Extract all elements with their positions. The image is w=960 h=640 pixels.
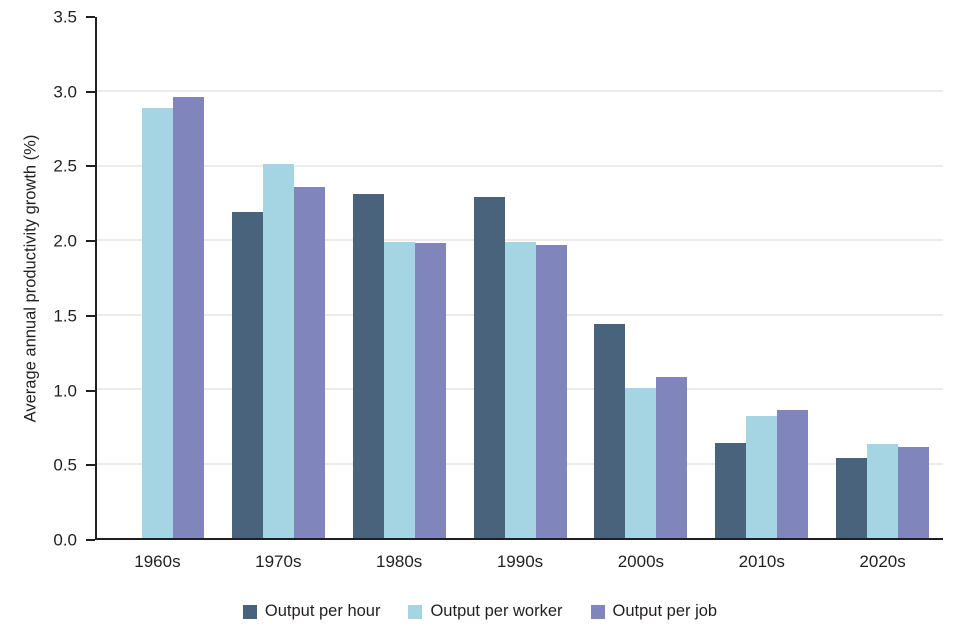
x-tick-label: 1970s: [255, 552, 302, 571]
x-tick-label: 1980s: [375, 552, 423, 571]
x-axis-labels: 1960s 1970s 1980s 1990s 2000s 2010s 2020s: [97, 552, 943, 572]
y-tick-mark: [86, 240, 95, 243]
bar-output-per-hour: [715, 442, 747, 538]
legend-label: Output per worker: [430, 602, 563, 620]
y-tick-mark: [86, 389, 95, 392]
gridline: [97, 165, 943, 167]
y-tick-label: 1.5: [53, 306, 77, 326]
bar-output-per-job: [535, 244, 567, 538]
legend-item: Output per job: [590, 602, 718, 621]
legend-swatch-icon: [242, 604, 257, 619]
bar-group-1970s: [218, 17, 339, 538]
y-axis: 0.0 0.5 1.0 1.5 2.0 2.5 3.0 3.5: [0, 9, 95, 549]
y-tick-mark: [86, 165, 95, 168]
x-tick-label: 1960s: [134, 552, 181, 571]
bar-group-2010s: [701, 17, 822, 538]
bar-group-1960s: [97, 17, 218, 538]
bar-groups: [97, 17, 943, 538]
bar-group-1980s: [339, 17, 460, 538]
y-tick-mark: [86, 16, 95, 18]
x-tick-label: 2020s: [859, 552, 906, 571]
y-tick-label: 2.5: [53, 156, 77, 176]
bar-output-per-worker: [383, 241, 415, 538]
bar-group-2000s: [580, 17, 701, 538]
bar-output-per-hour: [594, 323, 626, 538]
bar-output-per-hour: [231, 212, 263, 538]
y-tick-label: 1.0: [53, 381, 77, 401]
bar-output-per-hour: [473, 197, 505, 538]
y-tick-label: 3.5: [53, 7, 77, 27]
y-tick-label: 0.5: [53, 455, 77, 475]
legend-swatch-icon: [590, 604, 605, 619]
bar-output-per-job: [172, 97, 204, 538]
bar-output-per-worker: [746, 415, 778, 538]
x-tick-label: 2010s: [738, 552, 785, 571]
bar-group-2020s: [822, 17, 943, 538]
gridline: [97, 239, 943, 241]
gridline: [97, 90, 943, 92]
bar-output-per-worker: [625, 387, 657, 538]
x-tick-label: 2000s: [617, 552, 665, 571]
bar-output-per-hour: [352, 194, 384, 538]
plot-area: [95, 17, 943, 540]
bar-output-per-hour: [836, 457, 868, 538]
legend-item: Output per hour: [242, 602, 381, 621]
y-tick-label: 3.0: [53, 82, 77, 102]
legend-label: Output per hour: [264, 602, 381, 620]
legend-item: Output per worker: [408, 602, 563, 621]
bar-output-per-job: [898, 447, 930, 538]
bar-output-per-worker: [262, 164, 294, 538]
y-tick-label: 0.0: [53, 530, 77, 550]
y-tick-mark: [86, 314, 95, 317]
legend: Output per hour Output per worker Output p…: [0, 602, 960, 621]
legend-swatch-icon: [408, 604, 423, 619]
y-tick-mark: [86, 464, 95, 467]
legend-label: Output per job: [612, 602, 718, 620]
bar-output-per-worker: [867, 444, 899, 538]
bar-output-per-job: [414, 243, 446, 538]
bar-output-per-job: [656, 377, 688, 538]
y-tick-mark: [86, 90, 95, 93]
y-tick-mark: [86, 539, 95, 541]
bar-output-per-worker: [504, 241, 536, 538]
y-tick-label: 2.0: [53, 231, 77, 251]
bar-output-per-job: [293, 186, 325, 538]
bar-output-per-worker: [141, 107, 173, 538]
bar-output-per-job: [777, 409, 809, 538]
bar-group-1990s: [460, 17, 581, 538]
x-tick-label: 1990s: [496, 552, 544, 571]
